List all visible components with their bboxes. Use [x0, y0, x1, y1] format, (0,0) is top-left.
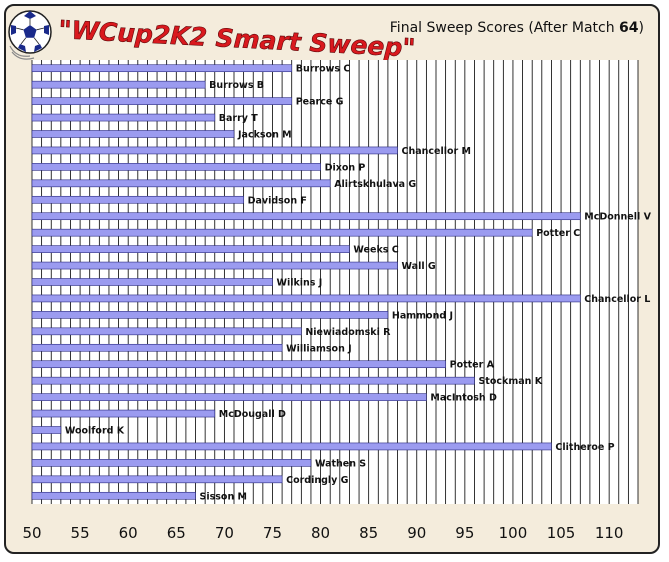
- bar-wilkins-j: [31, 278, 273, 286]
- bar-potter-c: [31, 228, 533, 237]
- bar-wathen-s: [31, 459, 312, 467]
- bar-label: Pearce G: [296, 97, 344, 108]
- bar-label: Stockman K: [478, 376, 542, 387]
- bar-label: Jackson M: [237, 130, 292, 141]
- bar-label: Potter C: [536, 228, 580, 239]
- x-tick-label: 55: [71, 524, 90, 542]
- bar-labels-group: Burrows C Burrows B Pearce G Barry T Jackson…: [65, 64, 652, 503]
- bar-label: Hammond J: [392, 310, 453, 321]
- bar-label: Williamson J: [286, 343, 352, 354]
- bar-label: Alirtskhulava G: [334, 179, 416, 190]
- bar-label: Dixon P: [325, 162, 366, 173]
- bar-label: Davidson F: [248, 195, 307, 206]
- bars-group: [31, 64, 581, 500]
- x-tick-label: 85: [359, 524, 378, 542]
- bar-label: Barry T: [219, 113, 259, 124]
- bar-label: Wathen S: [315, 458, 366, 469]
- x-tick-label: 70: [215, 524, 234, 542]
- bar-weeks-c: [31, 245, 350, 253]
- bar-label: Wall G: [402, 261, 436, 272]
- bar-clitheroe-p: [31, 442, 552, 451]
- bar-cordingly-g: [31, 475, 283, 484]
- x-tick-label: 80: [311, 524, 330, 542]
- bar-label: Clitheroe P: [555, 442, 614, 453]
- bar-label: Sisson M: [200, 491, 247, 502]
- x-tick-label: 75: [263, 524, 282, 542]
- bar-burrows-b: [31, 80, 206, 89]
- bar-alirtskhulava-g: [31, 179, 331, 188]
- chart-subtitle: Final Sweep Scores (After Match 64): [390, 20, 644, 36]
- bar-label: Chancellor L: [584, 294, 650, 305]
- bar-chancellor-l: [31, 294, 581, 303]
- x-tick-label: 60: [119, 524, 138, 542]
- bar-macintosh-d: [31, 393, 427, 401]
- bar-label: Wilkins J: [276, 278, 322, 289]
- chart-frame: "WCup2K2 Smart Sweep" Final Sweep Scores…: [4, 4, 660, 554]
- bar-label: Cordingly G: [286, 475, 349, 486]
- bar-mcdougall-d: [31, 409, 216, 418]
- bar-label: Potter A: [450, 360, 495, 371]
- x-tick-label: 110: [595, 524, 624, 542]
- bar-label: Burrows C: [296, 64, 351, 75]
- bar-davidson-f: [31, 195, 244, 204]
- bar-sisson-m: [31, 491, 196, 500]
- bar-dixon-p: [31, 163, 321, 171]
- bar-jackson-m: [31, 130, 235, 138]
- soccer-ball-icon: [8, 10, 52, 54]
- sweep-score-chart: "WCup2K2 Smart Sweep" Final Sweep Scores…: [8, 10, 652, 542]
- bar-stockman-k: [31, 376, 475, 385]
- bar-pearce-g: [31, 97, 293, 105]
- bar-label: MacIntosh D: [430, 393, 497, 404]
- bar-woolford-k: [31, 426, 62, 434]
- bar-williamson-j: [31, 343, 283, 352]
- x-tick-label: 100: [499, 524, 528, 542]
- x-tick-label: 95: [455, 524, 474, 542]
- app-title: "WCup2K2 Smart Sweep": [58, 15, 416, 63]
- bar-wall-g: [31, 261, 398, 270]
- logo-swoosh: [9, 45, 35, 60]
- x-tick-label: 90: [407, 524, 426, 542]
- bar-label: Woolford K: [65, 426, 125, 437]
- bar-label: Weeks C: [353, 245, 398, 256]
- x-tick-label: 65: [167, 524, 186, 542]
- bar-label: Burrows B: [209, 80, 264, 91]
- bar-label: McDonnell V: [584, 212, 651, 223]
- bar-potter-a: [31, 360, 446, 369]
- x-axis-ticks: 50 55 60 65 70 75 80 85 90 95 100 105 110: [22, 524, 623, 542]
- bar-niewiadomski-r: [31, 327, 302, 336]
- bar-label: Chancellor M: [402, 146, 471, 157]
- bar-hammond-j: [31, 311, 389, 319]
- x-tick-label: 105: [547, 524, 576, 542]
- bar-label: Niewiadomski R: [305, 327, 391, 338]
- bar-barry-t: [31, 113, 216, 122]
- bar-label: McDougall D: [219, 409, 286, 420]
- bar-mcdonnell-v: [31, 212, 581, 221]
- x-tick-label: 50: [22, 524, 41, 542]
- bar-burrows-c: [31, 64, 293, 73]
- bar-chancellor-m: [31, 146, 398, 155]
